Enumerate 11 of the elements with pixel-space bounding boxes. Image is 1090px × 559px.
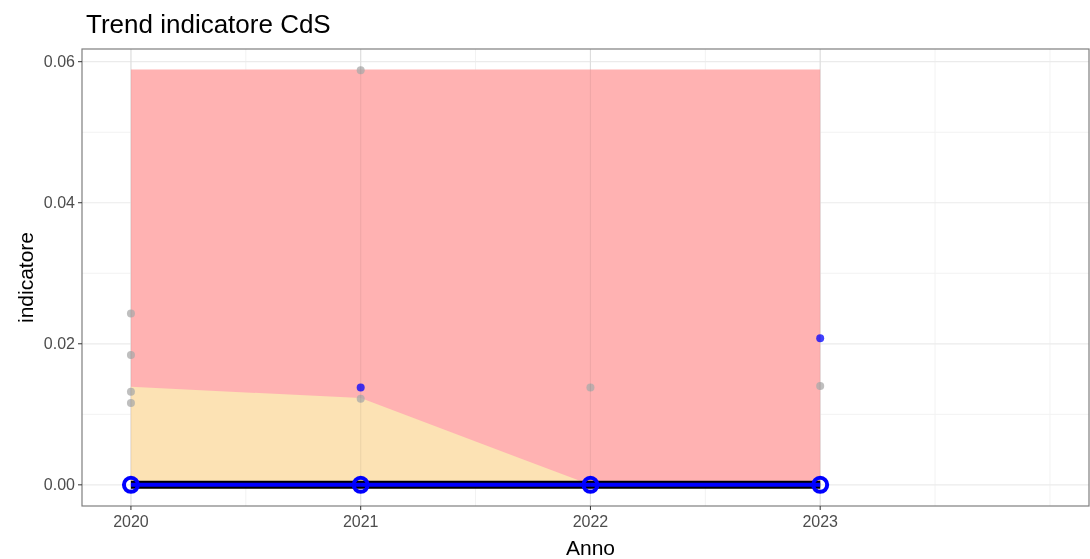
y-tick-label: 0.02 (43, 335, 76, 353)
chart-title: Trend indicatore CdS (86, 9, 331, 39)
y-axis-title: indicatore (14, 231, 37, 324)
x-tick-label: 2021 (342, 513, 379, 530)
x-tick-label: 2022 (572, 513, 609, 530)
x-tick-label: 2020 (113, 513, 149, 530)
x-tick-label: 2023 (802, 513, 839, 530)
y-tick-label: 0.04 (43, 194, 76, 212)
y-tick-label: 0.06 (43, 53, 76, 71)
y-tick-label: 0.00 (43, 476, 76, 494)
x-axis-title: Anno (565, 536, 616, 559)
